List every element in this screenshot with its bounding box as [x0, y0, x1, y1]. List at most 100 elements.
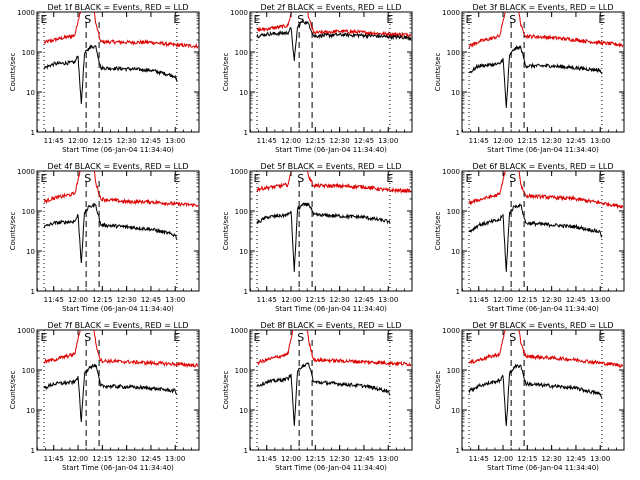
y-tick-label: 10: [26, 248, 35, 256]
x-axis-label: Start Time (06-Jan-04 11:34:40): [487, 464, 599, 472]
x-tick-label: 13:00: [165, 296, 185, 304]
plot-frame: [461, 170, 625, 292]
marker-label-1: E: [41, 331, 48, 344]
marker-label-2: S: [84, 331, 91, 344]
series-line-events: [256, 202, 391, 272]
x-tick-label: 12:45: [354, 137, 374, 145]
y-tick-label: 100: [235, 49, 248, 57]
plot-data-area: [256, 330, 412, 450]
series-line-lld: [256, 171, 412, 195]
plot-frame: [36, 11, 200, 133]
marker-label-3: E: [598, 172, 605, 185]
series-line-lld: [468, 12, 624, 49]
x-tick-label: 11:45: [44, 137, 64, 145]
x-tick-label: 13:00: [590, 455, 610, 463]
y-tick-label: 1000: [442, 327, 460, 335]
x-tick-label: 11:45: [44, 296, 64, 304]
y-tick-label: 1: [244, 129, 248, 137]
y-axis-label: Counts/sec: [434, 212, 442, 251]
marker-label-3: E: [173, 172, 180, 185]
x-tick-label: 12:45: [566, 455, 586, 463]
x-tick-label: 12:30: [330, 137, 350, 145]
plot-data-area: [468, 171, 624, 291]
x-tick-label: 12:30: [330, 455, 350, 463]
series-line-lld: [256, 330, 412, 367]
detector-panel-2: 1 10 100 1000 11:45 12:00 12:15 12:30 12:45 13:00…: [222, 3, 413, 154]
x-tick-label: 12:00: [68, 455, 88, 463]
detector-panel-9: 1 10 100 1000 11:45 12:00 12:15 12:30 12:45 13:00…: [434, 321, 625, 472]
y-tick-label: 10: [26, 407, 35, 415]
x-tick-label: 11:45: [257, 296, 277, 304]
plot-frame: [36, 329, 200, 451]
y-tick-label: 1000: [17, 9, 35, 17]
y-tick-label: 1000: [17, 168, 35, 176]
detector-panel-4: 1 10 100 1000 11:45 12:00 12:15 12:30 12:45 13:00…: [9, 162, 200, 313]
panel-title: Det 7f BLACK = Events, RED = LLD: [47, 321, 188, 330]
x-tick-label: 12:15: [517, 296, 537, 304]
y-axis-label: Counts/sec: [9, 53, 17, 92]
x-tick-label: 12:30: [542, 137, 562, 145]
x-tick-label: 12:00: [493, 137, 513, 145]
y-tick-label: 100: [447, 49, 460, 57]
x-tick-label: 11:45: [44, 455, 64, 463]
y-tick-label: 100: [235, 367, 248, 375]
y-axis-label: Counts/sec: [222, 371, 230, 410]
y-tick-label: 100: [22, 367, 35, 375]
plot-frame: [249, 11, 413, 133]
panel-title: Det 8f BLACK = Events, RED = LLD: [260, 321, 401, 330]
x-tick-label: 12:15: [92, 455, 112, 463]
marker-label-1: E: [41, 172, 48, 185]
x-tick-label: 12:15: [517, 137, 537, 145]
x-axis-label: Start Time (06-Jan-04 11:34:40): [62, 146, 174, 154]
x-tick-label: 12:45: [141, 455, 161, 463]
x-tick-label: 12:00: [281, 455, 301, 463]
y-axis-label: Counts/sec: [9, 371, 17, 410]
panel-title: Det 6f BLACK = Events, RED = LLD: [472, 162, 613, 171]
x-tick-label: 12:30: [542, 296, 562, 304]
x-tick-label: 12:15: [305, 455, 325, 463]
x-tick-label: 12:30: [117, 455, 137, 463]
y-axis-label: Counts/sec: [434, 53, 442, 92]
series-line-lld: [43, 171, 199, 208]
plot-frame: [36, 170, 200, 292]
series-line-lld: [43, 330, 199, 369]
x-tick-label: 12:00: [281, 137, 301, 145]
plot-frame: [461, 329, 625, 451]
detector-panel-1: 1 10 100 1000 11:45 12:00 12:15 12:30 12:45 13:00…: [9, 3, 200, 154]
panel-title: Det 5f BLACK = Events, RED = LLD: [260, 162, 401, 171]
y-tick-label: 1: [456, 129, 460, 137]
x-tick-label: 12:30: [330, 296, 350, 304]
series-line-events: [43, 202, 178, 264]
y-tick-label: 1000: [442, 168, 460, 176]
plot-data-area: [468, 12, 624, 132]
x-tick-label: 12:30: [117, 296, 137, 304]
x-tick-label: 13:00: [165, 455, 185, 463]
marker-label-2: S: [297, 172, 304, 185]
series-line-events: [43, 363, 178, 423]
x-axis-label: Start Time (06-Jan-04 11:34:40): [62, 305, 174, 313]
x-tick-label: 12:15: [517, 455, 537, 463]
y-tick-label: 100: [447, 208, 460, 216]
y-tick-label: 100: [22, 49, 35, 57]
y-axis-label: Counts/sec: [222, 212, 230, 251]
x-tick-label: 13:00: [590, 296, 610, 304]
marker-label-2: S: [509, 172, 516, 185]
y-tick-label: 100: [447, 367, 460, 375]
series-line-events: [468, 44, 603, 108]
series-line-lld: [256, 12, 412, 39]
x-axis-label: Start Time (06-Jan-04 11:34:40): [275, 146, 387, 154]
marker-label-1: E: [466, 13, 473, 26]
x-tick-label: 12:45: [566, 137, 586, 145]
series-line-lld: [468, 330, 624, 368]
y-tick-label: 10: [239, 407, 248, 415]
y-tick-label: 100: [235, 208, 248, 216]
x-tick-label: 12:45: [141, 296, 161, 304]
marker-label-2: S: [509, 13, 516, 26]
panel-title: Det 2f BLACK = Events, RED = LLD: [260, 3, 401, 12]
y-tick-label: 1: [31, 129, 35, 137]
x-tick-label: 12:00: [493, 455, 513, 463]
panel-title: Det 9f BLACK = Events, RED = LLD: [472, 321, 613, 330]
panel-title: Det 3f BLACK = Events, RED = LLD: [472, 3, 613, 12]
marker-label-2: S: [509, 331, 516, 344]
x-tick-label: 12:00: [493, 296, 513, 304]
